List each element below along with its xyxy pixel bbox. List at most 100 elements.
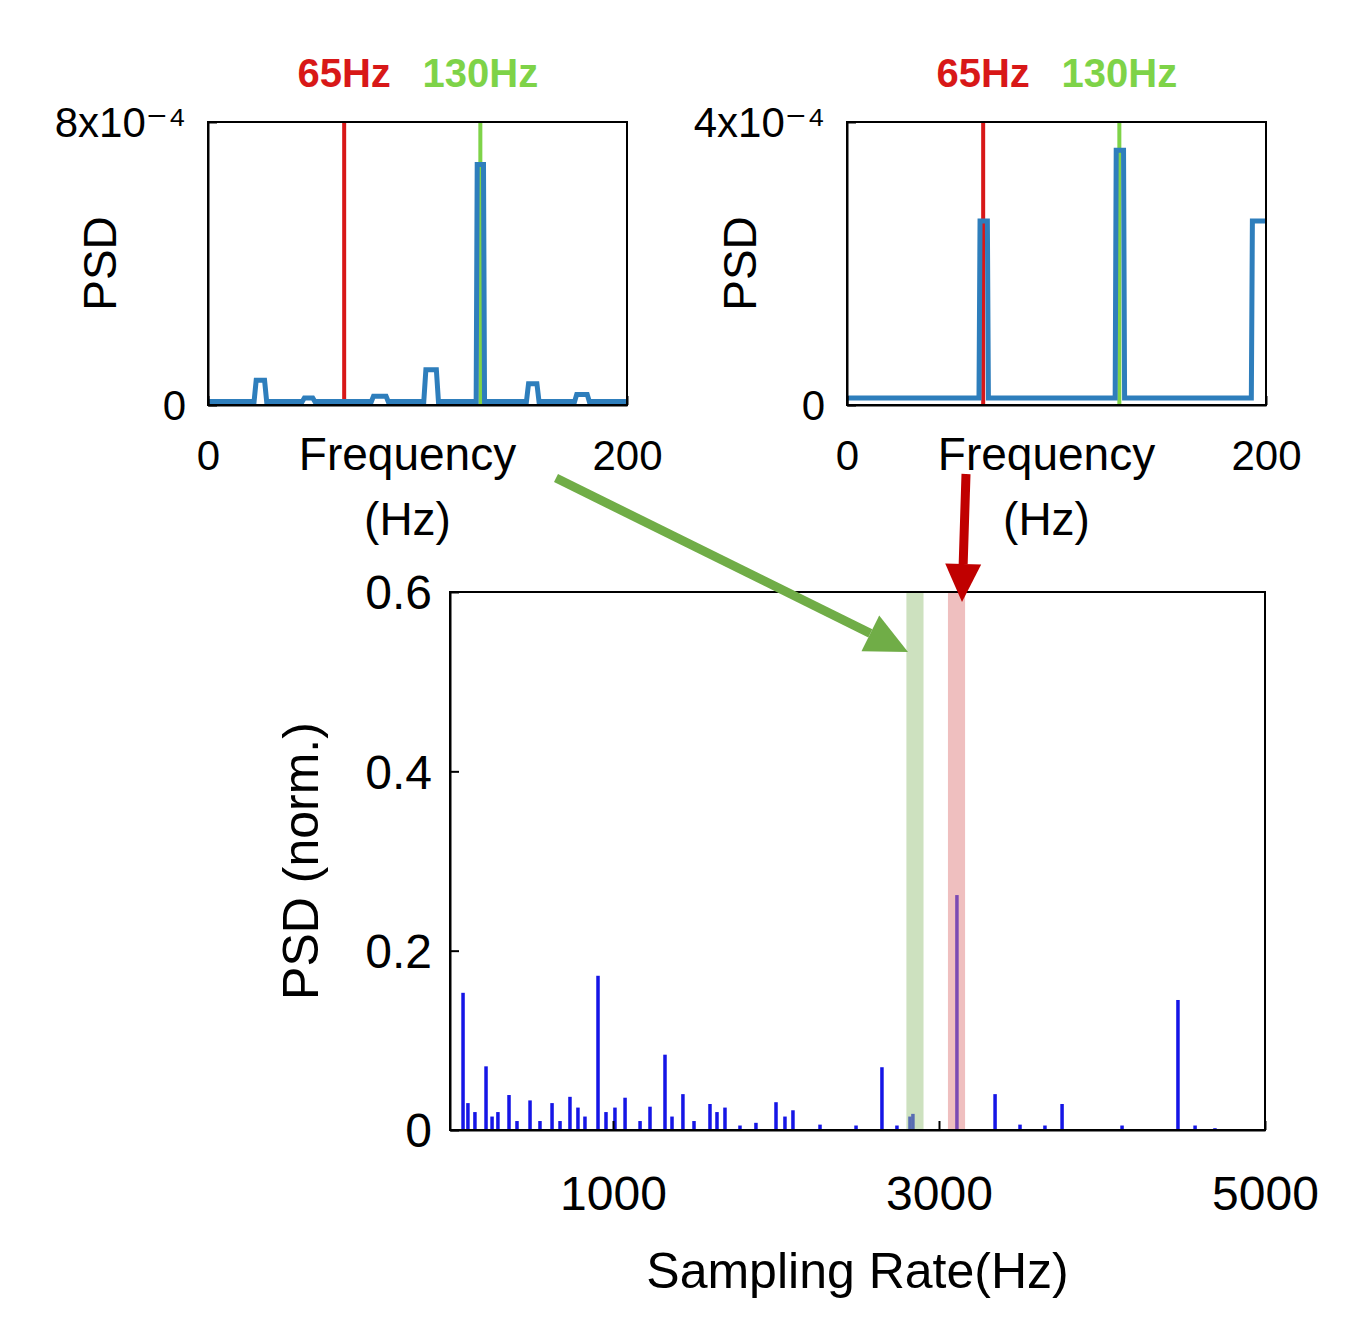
highlight-band [948,592,965,1130]
tick-label: 4x10⁻⁴ [694,99,825,146]
tick-label: 0.4 [365,746,432,799]
spike [558,1121,562,1130]
plot-frame [208,122,627,405]
tick-label: 0 [802,382,825,429]
arrow-shaft [963,474,966,564]
tick-label: 0.6 [365,566,432,619]
spike [754,1123,758,1130]
arrow [945,474,981,602]
plot-area [847,122,1266,405]
spike [568,1097,572,1130]
tick: 0 [802,382,856,429]
arrow-head [861,615,908,652]
tick-label: 200 [1231,432,1301,479]
tick-label: 8x10⁻⁴ [55,99,186,146]
y-axis: 00.20.40.6 [365,566,459,1157]
arrow-head [945,563,981,602]
x-axis: 1000 3000 5000 [451,1121,1319,1220]
plot-frame [450,592,1265,1130]
marker-label: 130Hz [423,51,539,95]
spike [528,1100,532,1130]
axis-line [451,1130,1266,1132]
spike [1060,1104,1064,1130]
spike [484,1066,488,1130]
spectrum-line [847,150,1266,398]
x-axis: 0 200 [836,396,1302,479]
tick-label: 0.2 [365,925,432,978]
axis-line [208,123,210,406]
marker-label: 130Hz [1062,51,1178,95]
axis-line [848,405,1267,407]
tick-label: 5000 [1212,1167,1319,1220]
tick-mark [450,592,459,594]
x-axis-title: Sampling Rate(Hz) [646,1243,1068,1299]
spike [1176,1000,1180,1130]
y-axis-title: PSD (norm.) [273,722,329,1000]
tick: 0.4 [365,746,459,799]
tick: 0.2 [365,925,459,978]
spike [583,1117,587,1130]
spike [648,1107,652,1130]
spike [623,1098,627,1130]
tick-label: 0 [163,382,186,429]
tick-mark [450,950,459,952]
tick-mark [208,122,217,124]
tick: 8x10⁻⁴ [55,99,217,146]
tick: 5000 [1212,1121,1319,1220]
plot-area [208,122,627,405]
tick-label: 3000 [886,1167,993,1220]
x-axis-title: Frequency(Hz) [299,428,516,545]
marker-label: 65Hz [297,51,390,95]
spike [538,1121,542,1130]
spike [550,1103,554,1130]
axis-line [450,593,452,1131]
y-axis: 0 8x10⁻⁴ [55,99,217,429]
tick: 0 [163,382,217,429]
tick: 0.6 [365,566,459,619]
spike [783,1117,787,1130]
figure: 0 200 0 8x10⁻⁴ Frequency(Hz) PSD 65Hz 130Hz 0 200… [0,0,1368,1328]
y-axis: 0 4x10⁻⁴ [694,99,856,429]
axis-line [847,123,849,406]
spike [613,1108,617,1130]
chart: 10003000500000.20.40.6Sampling Rate(Hz)P… [273,566,1319,1299]
y-axis-title: PSD [714,216,766,311]
spike [490,1117,494,1130]
chart: 020004x10⁻⁴Frequency(Hz)PSD65Hz130Hz [694,51,1302,545]
marker-label: 65Hz [936,51,1029,95]
spike [496,1112,500,1130]
tick-mark [1265,1121,1267,1130]
spike [670,1117,674,1130]
y-axis-title: PSD [74,216,126,311]
spike [774,1102,778,1130]
tick-mark [450,771,459,773]
arrow-shaft [556,478,870,633]
tick: 200 [1231,396,1301,479]
tick: 4x10⁻⁴ [694,99,856,146]
chart: 0 200 0 8x10⁻⁴ Frequency(Hz) PSD 65Hz 130Hz [55,51,663,545]
spike [576,1108,580,1130]
tick-mark [627,396,629,405]
marker-line [342,122,346,405]
spike [993,1094,997,1130]
axis-line [209,405,628,407]
tick-mark [939,1121,941,1130]
tick: 200 [592,396,662,479]
spike [880,1067,884,1130]
spike [791,1110,795,1130]
tick-label: 0 [197,432,220,479]
tick: 1000 [560,1121,667,1220]
tick-mark [847,122,856,124]
tick-label: 1000 [560,1167,667,1220]
spike [638,1121,642,1130]
tick-mark [613,1121,615,1130]
spike [681,1094,685,1130]
tick-label: 200 [592,432,662,479]
x-axis: 0 200 [197,396,663,479]
plot-frame [847,122,1266,405]
spike [507,1095,511,1130]
tick: 0 [836,396,859,479]
tick-mark [847,405,856,407]
spike [663,1055,667,1130]
tick-mark [208,405,217,407]
